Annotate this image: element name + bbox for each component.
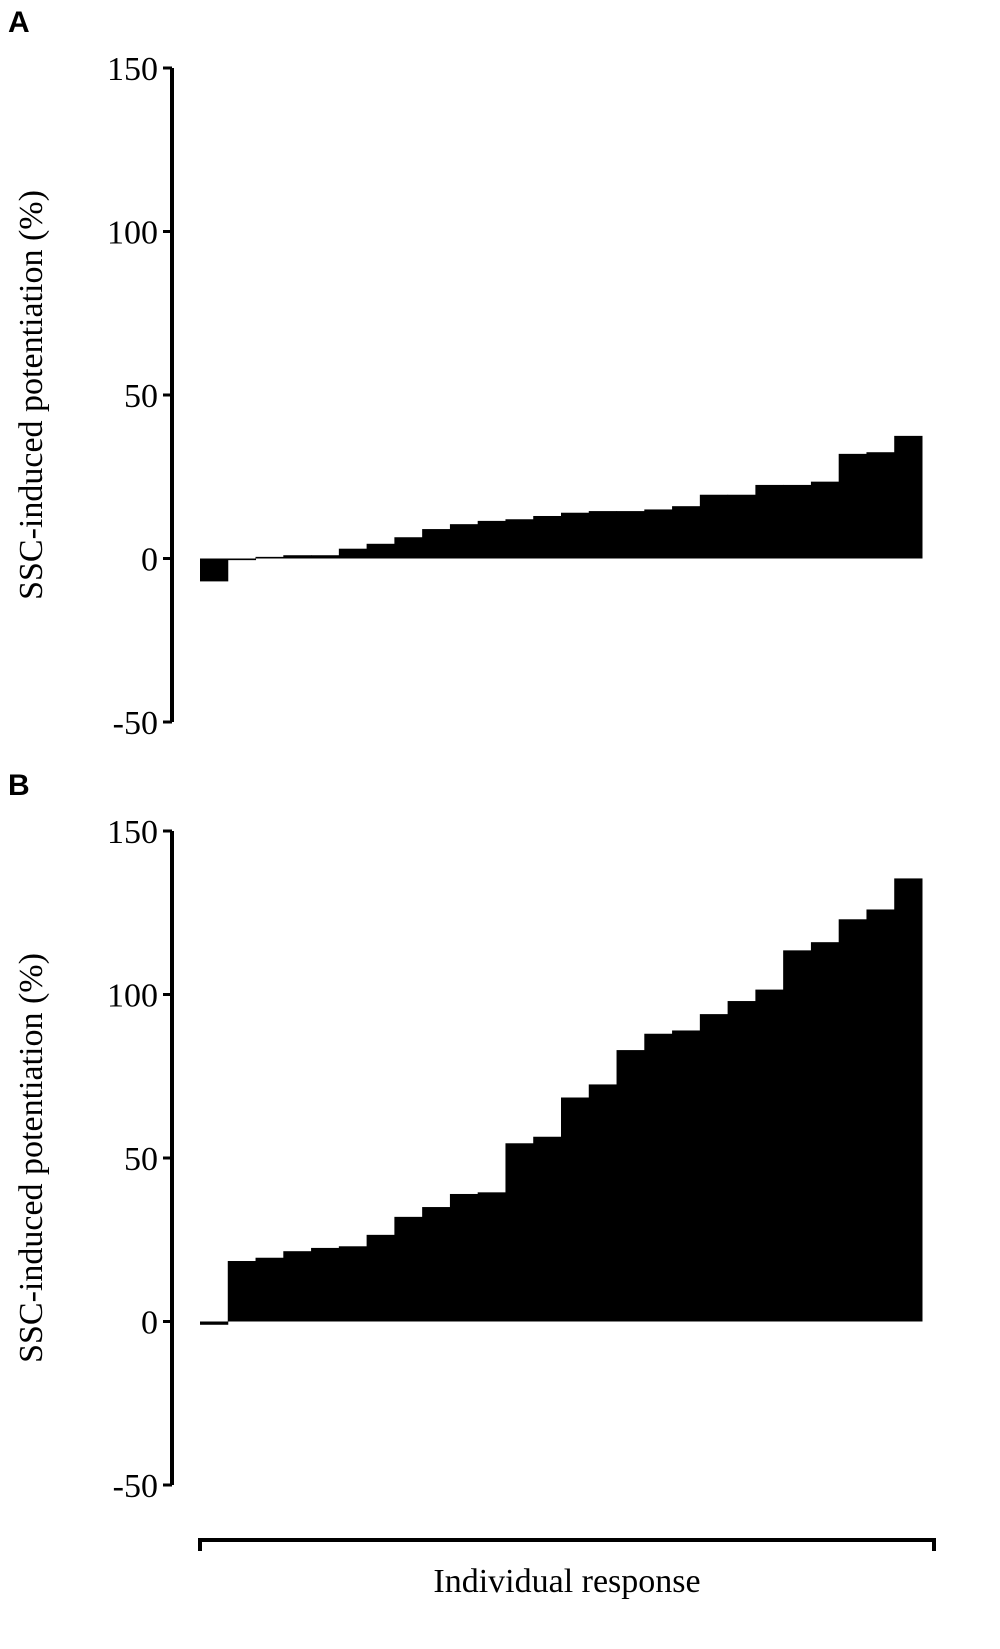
y-tick-label: -50 xyxy=(113,1468,158,1505)
bar xyxy=(810,942,840,1322)
bar xyxy=(838,453,867,559)
bar xyxy=(505,1143,534,1322)
y-tick-label: 100 xyxy=(107,978,158,1015)
bar xyxy=(200,1321,229,1325)
bar xyxy=(699,1014,729,1322)
y-tick-label: 50 xyxy=(124,1141,158,1178)
bar xyxy=(616,511,645,559)
bar xyxy=(477,520,506,559)
y-tick-label: 150 xyxy=(107,51,158,88)
bar xyxy=(561,1097,590,1322)
x-bracket xyxy=(198,1538,936,1551)
bar xyxy=(755,484,784,559)
bar xyxy=(783,484,812,559)
bar xyxy=(366,543,395,559)
bar xyxy=(644,1033,673,1322)
y-tick-label: 0 xyxy=(141,542,158,579)
y-tick-label: 0 xyxy=(141,1305,158,1342)
y-tick-label: 100 xyxy=(107,215,158,252)
y-tick-label: 50 xyxy=(124,378,158,415)
y-axis-title: SSC-induced potentiation (%) xyxy=(13,953,50,1363)
bar xyxy=(894,435,923,559)
bar xyxy=(866,452,895,559)
bar xyxy=(200,558,229,582)
bar xyxy=(338,548,368,559)
bar xyxy=(672,1030,701,1322)
bar xyxy=(283,555,312,559)
bar xyxy=(810,481,840,559)
y-tick-label: -50 xyxy=(113,705,158,742)
bar xyxy=(588,511,618,559)
bar xyxy=(588,1084,618,1322)
y-axis-title: SSC-induced potentiation (%) xyxy=(13,190,50,600)
bar xyxy=(422,529,451,559)
bar xyxy=(394,537,423,559)
bar xyxy=(672,506,701,559)
bar xyxy=(366,1234,395,1322)
bar xyxy=(838,919,867,1322)
bar xyxy=(449,524,479,559)
panel-label: A xyxy=(8,6,30,39)
bar xyxy=(783,950,812,1322)
bar xyxy=(394,1216,423,1322)
bar xyxy=(422,1207,451,1322)
bar xyxy=(866,909,895,1322)
x-axis-title: Individual response xyxy=(433,1563,700,1600)
bar xyxy=(311,555,340,559)
bar xyxy=(533,1136,562,1322)
y-tick-label: 150 xyxy=(107,814,158,851)
bar xyxy=(699,494,729,559)
bar xyxy=(727,494,756,559)
bar xyxy=(227,558,257,561)
bar xyxy=(477,1192,506,1322)
bar xyxy=(227,1261,257,1322)
bar xyxy=(727,1001,756,1322)
bar xyxy=(449,1193,479,1322)
bar xyxy=(311,1247,340,1322)
panel-label: B xyxy=(8,769,30,802)
bar xyxy=(255,556,284,559)
bar xyxy=(894,878,923,1322)
bar xyxy=(755,989,784,1322)
bar xyxy=(644,509,673,559)
bar xyxy=(283,1251,312,1322)
bar xyxy=(255,1257,284,1322)
bar xyxy=(338,1246,368,1322)
bar xyxy=(616,1050,645,1322)
bar xyxy=(505,519,534,559)
bar xyxy=(533,515,562,559)
bar xyxy=(561,512,590,559)
